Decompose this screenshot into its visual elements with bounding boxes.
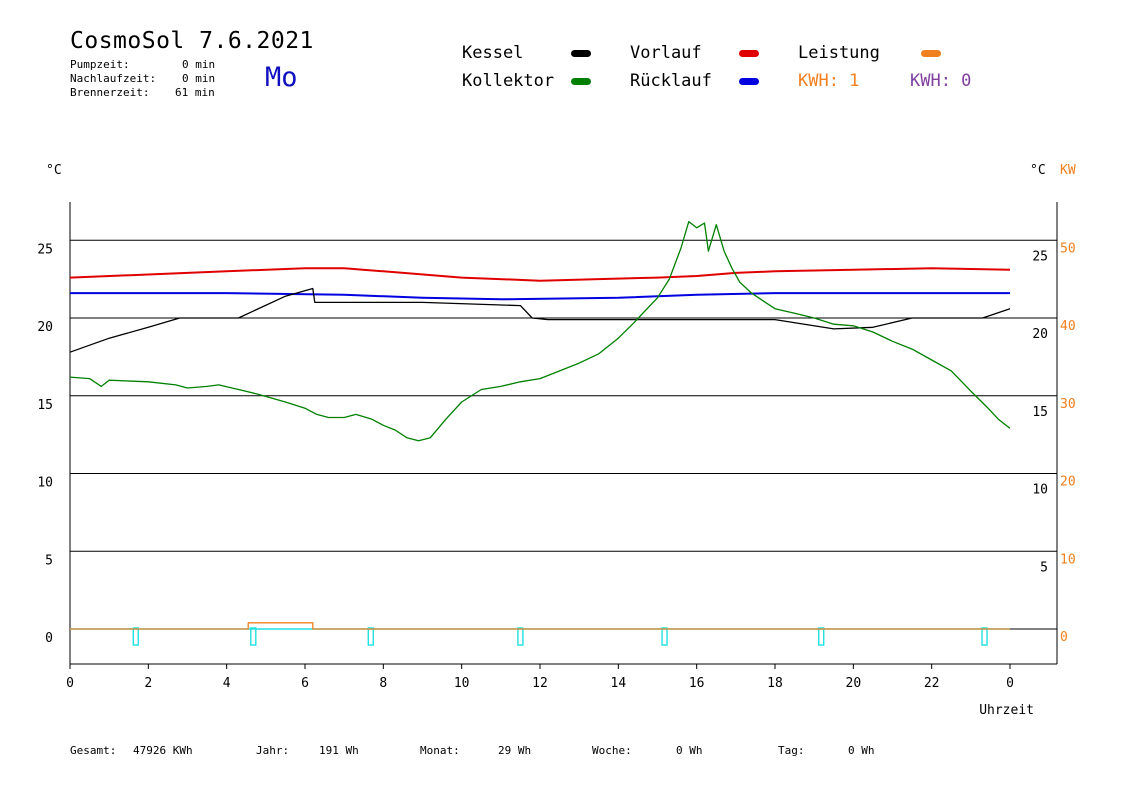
- baseline-marker: [367, 627, 374, 646]
- footer-label: Gesamt:: [70, 744, 117, 757]
- left-unit-label: °C: [46, 163, 62, 178]
- y-tick-label-left: 10: [37, 476, 53, 491]
- power-tick-label: 50: [1060, 241, 1076, 256]
- power-tick-label: 30: [1060, 397, 1076, 412]
- info-nachlaufzeit: Nachlaufzeit: 0 min: [70, 72, 215, 85]
- info-value: 61 min: [175, 86, 215, 99]
- x-tick-label: 0: [1006, 676, 1014, 691]
- info-label: Pumpzeit:: [70, 58, 130, 71]
- x-tick-label: 14: [611, 676, 627, 691]
- series-line-ruecklauf: [70, 292, 1010, 301]
- footer-label: Tag:: [778, 744, 805, 757]
- x-tick-label: 8: [379, 676, 387, 691]
- legend-label-vorlauf: Vorlauf: [630, 43, 702, 63]
- legend-label-kollektor: Kollektor: [462, 71, 555, 91]
- footer-value: 29 Wh: [498, 744, 532, 757]
- x-tick-label: 0: [66, 676, 74, 691]
- power-tick-label: 20: [1060, 475, 1076, 490]
- power-tick-label: 0: [1060, 630, 1068, 645]
- footer-value: 191 Wh: [319, 744, 359, 757]
- info-value: 0 min: [182, 58, 216, 71]
- legend-swatch-kessel: [571, 50, 591, 57]
- baseline-marker: [818, 627, 825, 646]
- kwh2-label: KWH: 0: [910, 71, 972, 91]
- footer-value: 0 Wh: [676, 744, 703, 757]
- info-label: Nachlaufzeit:: [70, 72, 157, 85]
- y-tick-label-right: 15: [1032, 405, 1048, 420]
- y-tick-label-left: 15: [37, 398, 53, 413]
- series-line-kollektor: [69, 220, 1011, 442]
- y-tick-label-right: 10: [1032, 483, 1048, 498]
- y-tick-label-right: 5: [1040, 560, 1048, 575]
- series-line-vorlauf: [69, 267, 1011, 282]
- y-tick-label-left: 0: [45, 631, 53, 646]
- baseline-marker: [132, 627, 140, 646]
- info-brennerzeit: Brennerzeit: 61 min: [70, 86, 215, 99]
- x-axis-label: Uhrzeit: [979, 703, 1034, 718]
- info-value: 0 min: [182, 72, 216, 85]
- legend-label-kessel: Kessel: [462, 43, 524, 63]
- x-tick-label: 16: [689, 676, 705, 691]
- legend-swatch-ruecklauf: [739, 78, 759, 85]
- y-tick-label-right: 20: [1032, 327, 1048, 342]
- footer-value: 47926 KWh: [133, 744, 193, 757]
- footer-tag: Tag: 0 Wh: [778, 744, 875, 757]
- y-tick-label-right: 25: [1032, 249, 1048, 264]
- footer-monat: Monat: 29 Wh: [420, 744, 531, 757]
- power-tick-label: 40: [1060, 319, 1076, 334]
- footer-label: Monat:: [420, 744, 460, 757]
- series-line-kessel: [69, 287, 1011, 353]
- legend-swatch-vorlauf: [739, 50, 759, 57]
- footer-value: 0 Wh: [848, 744, 875, 757]
- y-tick-label-left: 20: [37, 320, 53, 335]
- legend-label-ruecklauf: Rücklauf: [630, 71, 712, 91]
- footer-gesamt: Gesamt: 47926 KWh: [70, 744, 193, 757]
- x-tick-label: 10: [454, 676, 470, 691]
- legend-label-leistung: Leistung: [798, 43, 880, 63]
- x-tick-label: 2: [144, 676, 152, 691]
- x-tick-label: 22: [924, 676, 940, 691]
- baseline-marker: [661, 627, 668, 646]
- power-tick-label: 10: [1060, 552, 1076, 567]
- baseline-marker: [517, 627, 524, 646]
- y-tick-label-left: 5: [45, 553, 53, 568]
- right-unit-label: °C: [1030, 163, 1046, 178]
- x-tick-label: 20: [846, 676, 862, 691]
- baseline-marker: [981, 627, 988, 646]
- page-title: CosmoSol 7.6.2021: [70, 28, 314, 54]
- info-label: Brennerzeit:: [70, 86, 150, 99]
- legend-swatch-leistung: [921, 50, 941, 57]
- baseline-marker: [250, 627, 257, 646]
- x-tick-label: 4: [223, 676, 231, 691]
- x-tick-label: 6: [301, 676, 309, 691]
- x-tick-label: 18: [767, 676, 783, 691]
- footer-label: Woche:: [592, 744, 632, 757]
- legend-swatch-kollektor: [571, 78, 591, 85]
- weekday-label: Mo: [265, 62, 298, 93]
- kwh1-label: KWH: 1: [798, 71, 860, 91]
- series-line-leistung: [70, 622, 1010, 630]
- footer-woche: Woche: 0 Wh: [592, 744, 703, 757]
- footer-label: Jahr:: [256, 744, 290, 757]
- x-tick-label: 12: [532, 676, 548, 691]
- footer-jahr: Jahr: 191 Wh: [256, 744, 359, 757]
- y-tick-label-left: 25: [37, 242, 53, 257]
- info-pumpzeit: Pumpzeit: 0 min: [70, 58, 215, 71]
- power-unit-label: KW: [1060, 163, 1076, 178]
